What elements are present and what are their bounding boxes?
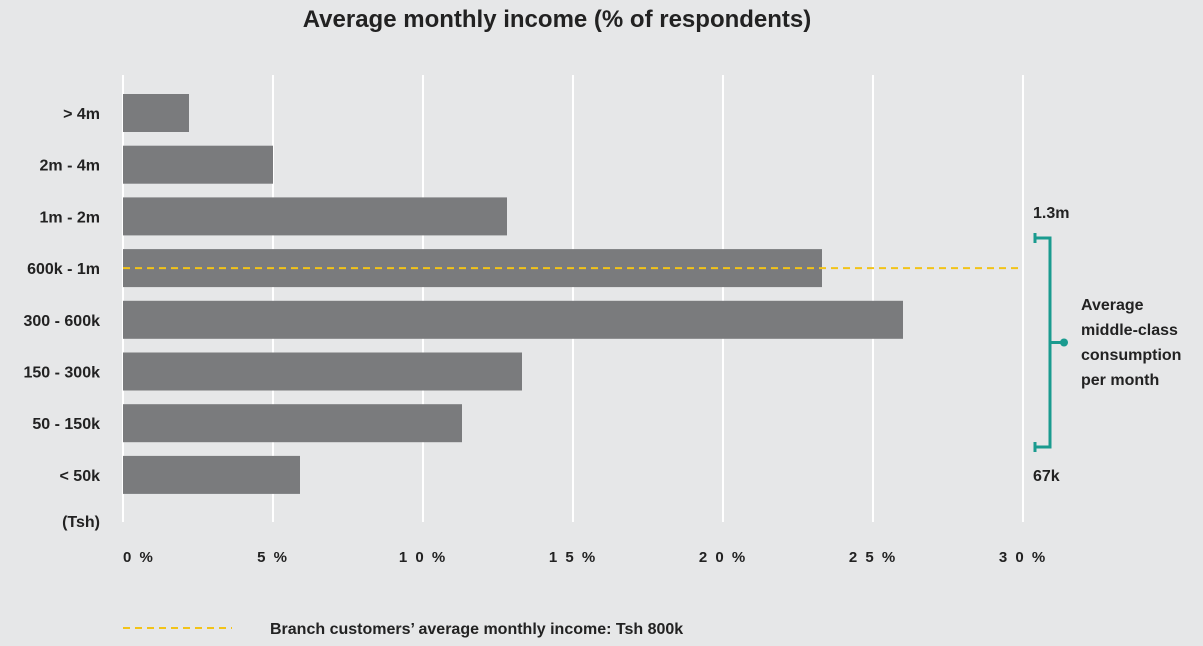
bar <box>123 145 273 184</box>
range-bottom-label: 67k <box>1033 468 1060 485</box>
x-tick-label: 5 % <box>257 549 289 566</box>
legend: Branch customers’ average monthly income… <box>123 621 683 638</box>
category-label: 300 - 600k <box>23 313 100 330</box>
bar <box>123 404 462 443</box>
range-bracket <box>1033 233 1052 452</box>
x-tick-label: 1 5 % <box>549 549 597 566</box>
x-tick-labels: 0 % 5 % 1 0 % 1 5 % 2 0 % 2 5 % 3 0 % <box>123 549 1047 566</box>
bar <box>123 352 522 391</box>
category-label: > 4m <box>63 106 100 123</box>
category-labels: > 4m 2m - 4m 1m - 2m 600k - 1m 300 - 600k 150… <box>23 106 100 485</box>
bar <box>123 300 903 339</box>
range-description-line: consumption <box>1081 347 1181 364</box>
range-description-line: per month <box>1081 372 1159 389</box>
range-top-label: 1.3m <box>1033 205 1069 222</box>
range-description-line: middle-class <box>1081 322 1178 339</box>
legend-label: Branch customers’ average monthly income… <box>270 621 683 638</box>
range-bracket-dot <box>1060 338 1068 347</box>
category-label: < 50k <box>60 468 101 485</box>
bar <box>123 455 300 494</box>
range-annotation: 1.3m 67k Average middle-class consumption per… <box>1033 205 1181 485</box>
chart-title: Average monthly income (% of respondents… <box>303 6 812 33</box>
bar <box>123 197 507 236</box>
x-tick-label: 1 0 % <box>399 549 447 566</box>
category-label: 150 - 300k <box>23 365 100 382</box>
category-label: 600k - 1m <box>27 261 100 278</box>
category-label: 50 - 150k <box>32 416 100 433</box>
grid-lines <box>122 75 1024 522</box>
range-description-line: Average <box>1081 297 1144 314</box>
x-tick-label: 3 0 % <box>999 549 1047 566</box>
category-label: 1m - 2m <box>40 209 100 226</box>
x-tick-label: 0 % <box>123 549 155 566</box>
category-label: 2m - 4m <box>40 158 100 175</box>
x-tick-label: 2 5 % <box>849 549 897 566</box>
bars <box>123 94 903 494</box>
category-unit-label: (Tsh) <box>62 514 100 531</box>
bar <box>123 94 189 132</box>
x-tick-label: 2 0 % <box>699 549 747 566</box>
